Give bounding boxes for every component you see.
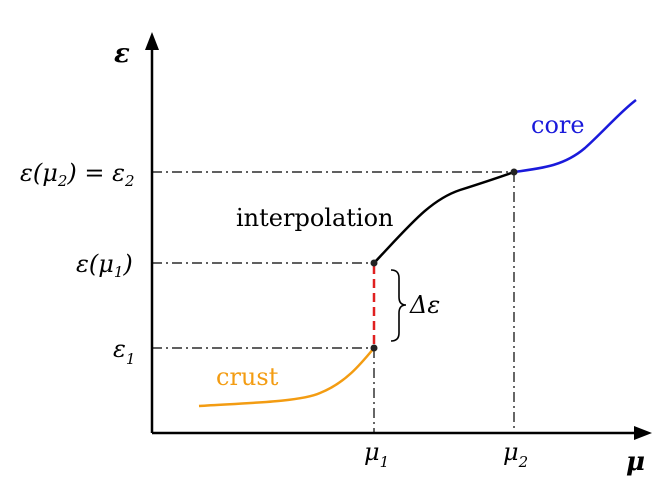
ytick-eps1-main: ε (113, 335, 126, 363)
ytick-eps-mu2-main: ε(μ (20, 159, 58, 187)
y-axis-arrow-icon (145, 32, 159, 50)
ytick-eps-mu2-sub: 2 (57, 172, 68, 190)
interpolation-curve (373, 170, 515, 264)
ytick-eps-mu1-main: ε(μ (76, 250, 114, 278)
xtick-mu1-main: μ (364, 438, 380, 466)
ytick-eps-mu1-rest: ) (122, 250, 132, 278)
guide-lines (152, 171, 515, 433)
crust-curve (198, 347, 375, 408)
x-axis-label: μ (626, 447, 645, 477)
ytick-eps-mu2: ε(μ2) = ε2 (20, 159, 135, 190)
interpolation-label: interpolation (236, 204, 393, 232)
point-mu1-eps-mu1 (370, 259, 378, 267)
xtick-mu1: μ1 (364, 438, 389, 471)
ytick-eps-mu1: ε(μ1) (76, 250, 133, 281)
xtick-mu1-sub: 1 (380, 453, 390, 471)
ytick-eps-mu1-sub: 1 (114, 263, 124, 281)
xtick-mu2: μ2 (503, 438, 528, 471)
delta-epsilon-label: Δε (409, 291, 440, 319)
x-axis-arrow-icon (634, 426, 652, 440)
core-curve (513, 99, 637, 174)
ytick-eps-mu2-rest: ) = ε (66, 159, 125, 187)
ytick-eps-mu2-sub2: 2 (124, 172, 135, 190)
core-label: core (531, 111, 585, 139)
crust-label: crust (216, 363, 279, 391)
delta-brace-icon (390, 269, 407, 342)
ytick-eps1-sub: 1 (126, 350, 136, 368)
ytick-eps1: ε1 (113, 335, 135, 368)
point-mu2-eps2 (510, 168, 518, 176)
point-mu1-eps1 (370, 344, 378, 352)
xtick-mu2-sub: 2 (518, 453, 529, 471)
xtick-mu2-main: μ (503, 438, 519, 466)
y-axis-label: ε (114, 39, 130, 69)
